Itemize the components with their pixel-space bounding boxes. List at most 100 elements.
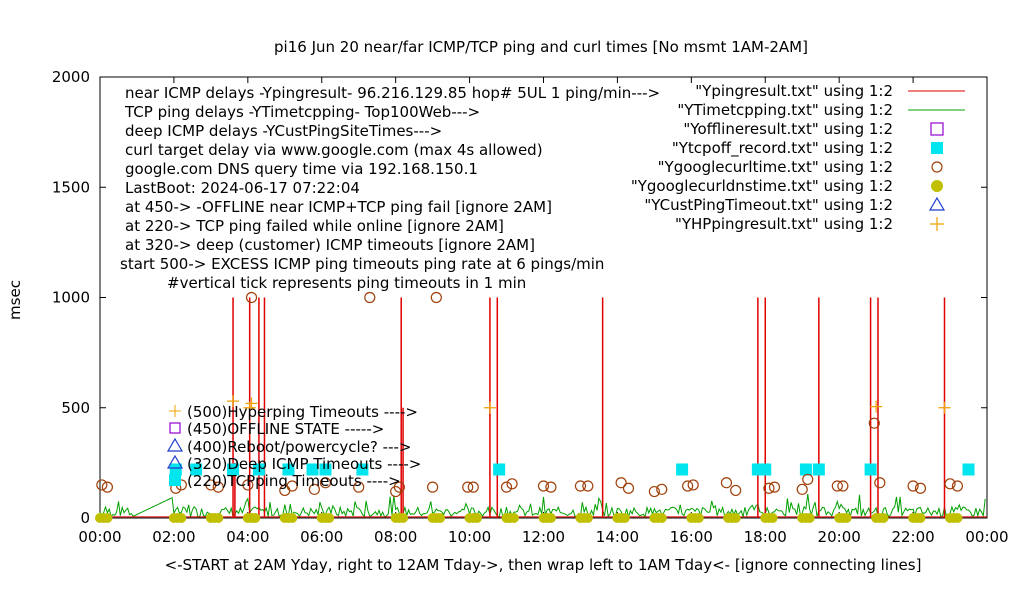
curl-marker (648, 485, 660, 498)
curl-marker (687, 479, 699, 491)
curl-marker (914, 482, 927, 494)
y-tick-label: 1500 (52, 178, 90, 196)
legend-label: "Ygooglecurltime.txt" using 1:2 (658, 158, 893, 176)
legend-label: "Ytcpoff_record.txt" using 1:2 (672, 139, 893, 158)
x-tick-label: 00:00 (965, 528, 1008, 546)
curl-marker (796, 483, 808, 495)
tcpoff-marker (799, 463, 812, 476)
curl-marker (467, 481, 479, 493)
tcpoff-marker (252, 463, 265, 476)
curl-marker (720, 477, 733, 489)
curl-marker (907, 480, 919, 492)
curl-marker (212, 481, 224, 493)
x-tick-label: 12:00 (522, 528, 565, 546)
curl-marker (656, 483, 668, 495)
tcpoff-marker (282, 463, 295, 476)
dns-marker (250, 513, 261, 523)
dns-marker (398, 513, 409, 523)
curl-marker (96, 479, 108, 491)
dns-marker (693, 513, 704, 523)
legend-open-square-swatch (930, 122, 944, 136)
curl-marker (286, 480, 298, 492)
dns-marker (730, 513, 741, 523)
curl-marker (537, 480, 550, 492)
curl-marker (802, 473, 814, 486)
hyperping-marker (483, 401, 496, 414)
x-axis-label: <-START at 2AM Yday, right to 12AM Tday-… (165, 556, 922, 574)
tcpoff-marker (493, 463, 506, 476)
tcpoff-marker (759, 463, 772, 476)
info-line: start 500-> EXCESS ICMP ping timeouts pi… (120, 255, 604, 273)
info-text-block: near ICMP delays -Ypingresult- 96.216.12… (120, 84, 660, 292)
key-label: (500)Hyperping Timeouts ----> (187, 403, 418, 421)
tcpoff-marker (169, 463, 182, 476)
curl-marker (615, 477, 627, 489)
key-label: (400)Reboot/powercycle? ---> (187, 438, 411, 456)
tcpoff-marker (356, 463, 369, 476)
curl-marker (622, 482, 635, 494)
dns-marker (952, 513, 963, 523)
dns-marker (176, 513, 187, 523)
curl-marker (831, 480, 843, 492)
hyperping-marker (227, 395, 240, 408)
key-label: (220)TCPping Timeouts ----> (187, 472, 401, 490)
curl-marker (951, 480, 964, 492)
curl-marker (245, 291, 258, 304)
tcpoff-marker (227, 463, 240, 476)
info-line: #vertical tick represents ping timeouts … (167, 274, 526, 292)
x-tick-label: 20:00 (818, 528, 861, 546)
legend-triangle-swatch (928, 196, 946, 211)
legend-label: "YCustPingTimeout.txt" using 1:2 (644, 196, 893, 214)
legend-open-circle-swatch (931, 161, 943, 173)
y-tick-label: 0 (80, 509, 90, 527)
curl-marker (874, 477, 886, 489)
curl-marker (393, 481, 405, 493)
legend-label: "Yofflineresult.txt" using 1:2 (683, 120, 893, 138)
tcpoff-marker (962, 463, 975, 476)
key-label: (450)OFFLINE STATE -----> (187, 420, 384, 438)
marker-key-block: (500)Hyperping Timeouts ---->(450)OFFLIN… (166, 403, 421, 490)
curl-marker (308, 483, 320, 495)
curl-marker (205, 479, 217, 491)
legend-label: "Ypingresult.txt" using 1:2 (695, 82, 893, 100)
legend-label: "YTimetcpping.txt" using 1:2 (677, 101, 893, 119)
tcpoff-marker (190, 463, 203, 476)
curl-marker (868, 417, 880, 429)
curl-marker (462, 481, 474, 493)
info-line: at 320-> deep (customer) ICMP timeouts [… (125, 236, 535, 254)
key-triangle-icon (166, 437, 184, 452)
dns-marker (545, 513, 556, 523)
x-tick-label: 16:00 (670, 528, 713, 546)
dns-marker (213, 513, 224, 523)
x-ticks: 00:00 02:00 04:00 06:00 08:00 10:00 12:00 14:00… (78, 77, 1009, 546)
x-tick-label: 08:00 (374, 528, 417, 546)
dns-time-markers (95, 513, 963, 523)
x-tick-label: 04:00 (226, 528, 269, 546)
dns-marker (102, 513, 113, 523)
curl-marker (500, 481, 513, 493)
curl-marker (353, 481, 365, 493)
curl-marker (364, 291, 376, 304)
dns-marker (878, 513, 889, 523)
hyperping-marker (938, 401, 951, 414)
curl-time-markers (96, 291, 964, 498)
tcpoff-marker (306, 463, 319, 476)
curl-marker (242, 479, 254, 491)
dns-marker (804, 513, 815, 523)
chart-title: pi16 Jun 20 near/far ICMP/TCP ping and c… (274, 38, 808, 56)
dns-marker (287, 513, 298, 523)
curl-marker (545, 481, 557, 493)
tcpoff-marker (319, 463, 332, 476)
dns-marker (656, 513, 667, 523)
tcpoff-marker (864, 463, 877, 476)
x-tick-label: 00:00 (78, 528, 121, 546)
y-ticks: 0 500 1000 1500 2000 (52, 68, 987, 527)
info-line: deep ICMP delays -YCustPingSiteTimes---> (125, 122, 442, 140)
x-tick-label: 14:00 (596, 528, 639, 546)
legend-label: "Ygooglecurldnstime.txt" using 1:2 (631, 177, 893, 195)
dns-marker (435, 513, 446, 523)
curl-marker (768, 481, 781, 493)
curl-marker (427, 481, 439, 493)
dns-marker (508, 513, 519, 523)
